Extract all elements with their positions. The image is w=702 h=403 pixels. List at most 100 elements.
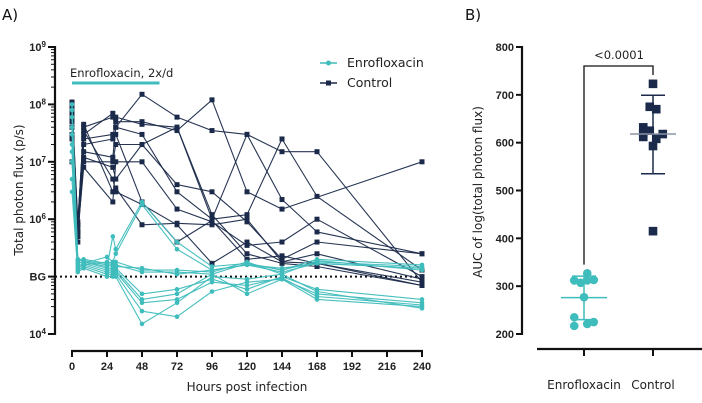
data-point-enrofloxacin <box>69 176 75 182</box>
data-point-control <box>174 182 180 188</box>
data-point-enrofloxacin <box>113 251 119 257</box>
data-point-control <box>75 239 81 245</box>
data-point-enrofloxacin <box>113 274 119 279</box>
data-point-enrofloxacin <box>139 269 145 275</box>
data-point-control <box>314 229 320 235</box>
x-tick-label: 240 <box>413 361 431 373</box>
data-point-control <box>279 149 285 155</box>
y-tick-label: 300 <box>496 281 514 293</box>
data-point-control <box>648 79 658 89</box>
y-tick-exponent: 7 <box>42 155 47 164</box>
data-point-control <box>314 239 320 245</box>
panel-b-x-axis: Enrofloxacin Control <box>537 347 702 392</box>
y-tick-label: 107 <box>29 155 46 169</box>
x-tick-label: 24 <box>101 361 114 373</box>
data-point-control <box>419 251 425 257</box>
y-tick-label: 500 <box>496 186 514 198</box>
data-point-enrofloxacin <box>244 262 250 268</box>
p-value-label: <0.0001 <box>594 48 644 62</box>
data-point-control <box>209 222 215 228</box>
y-tick-label: 106 <box>29 212 46 226</box>
y-tick-exponent: 4 <box>42 327 47 336</box>
data-point-enrofloxacin <box>139 202 145 207</box>
data-point-control <box>648 141 658 151</box>
data-point-control <box>174 189 180 195</box>
data-point-control <box>174 114 180 120</box>
panel-a: A) Total photon flux (p/s) Hours post in… <box>2 6 431 394</box>
data-point-control <box>113 124 119 130</box>
data-point-control <box>113 142 119 148</box>
data-point-enrofloxacin <box>419 265 425 271</box>
data-point-control <box>279 136 285 142</box>
data-point-enrofloxacin <box>569 276 579 285</box>
legend-label-enrofloxacin: Enrofloxacin <box>347 55 424 70</box>
data-point-control <box>75 233 81 239</box>
data-point-control <box>110 159 116 165</box>
data-point-control <box>81 136 87 142</box>
data-point-enrofloxacin <box>139 297 145 302</box>
panel-b-series <box>561 79 676 331</box>
data-point-control <box>113 176 119 182</box>
data-point-control <box>139 121 145 127</box>
data-point-control <box>209 128 215 134</box>
data-point-control <box>174 124 180 130</box>
data-point-control <box>279 256 285 262</box>
y-tick-label: 109 <box>29 40 46 54</box>
data-point-control <box>209 212 215 218</box>
data-point-control <box>139 159 145 165</box>
series-line-control <box>71 161 423 278</box>
data-point-enrofloxacin <box>244 283 250 288</box>
x-tick-label: 120 <box>238 361 256 373</box>
data-point-enrofloxacin <box>174 287 180 292</box>
y-tick-label: 108 <box>29 97 46 111</box>
y-tick-label: 800 <box>496 42 514 54</box>
series-control <box>69 91 425 257</box>
data-point-control <box>110 199 116 205</box>
data-point-control <box>244 242 250 248</box>
data-point-enrofloxacin <box>69 107 75 113</box>
data-point-enrofloxacin <box>209 267 215 273</box>
data-point-enrofloxacin <box>279 271 285 277</box>
panel-b-y-axis-title: AUC of log(total photon flux) <box>471 106 485 278</box>
data-point-control <box>244 131 250 137</box>
data-point-enrofloxacin <box>69 159 75 165</box>
data-point-enrofloxacin <box>244 276 250 282</box>
y-tick-label: 200 <box>496 329 514 341</box>
panel-a-label: A) <box>2 6 18 24</box>
data-point-control <box>244 219 250 225</box>
data-point-control <box>69 99 75 105</box>
data-point-control <box>419 279 425 285</box>
panel-a-x-axis-title: Hours post infection <box>187 380 308 394</box>
data-point-control <box>110 110 116 116</box>
x-tick-label: 192 <box>343 361 361 373</box>
y-tick-label: 104 <box>29 327 46 341</box>
data-point-control <box>209 97 215 103</box>
data-point-control <box>244 239 250 245</box>
data-point-control <box>81 154 87 160</box>
y-tick-exponent: 9 <box>42 40 47 49</box>
data-point-enrofloxacin <box>139 300 145 306</box>
data-point-control <box>75 229 81 235</box>
data-point-enrofloxacin <box>314 261 320 266</box>
data-point-enrofloxacin <box>69 114 75 120</box>
x-tick-label: 96 <box>206 361 218 373</box>
data-point-enrofloxacin <box>244 291 250 297</box>
data-point-enrofloxacin <box>139 308 145 314</box>
data-point-enrofloxacin <box>314 297 320 302</box>
data-point-control <box>174 206 180 212</box>
panel-b-y-axis: 200 300 400 500 600 700 800 <box>496 42 524 341</box>
data-point-enrofloxacin <box>589 275 599 285</box>
data-point-control <box>139 91 145 97</box>
treatment-annotation: Enrofloxacin, 2x/d <box>70 66 173 85</box>
data-point-control <box>113 159 119 165</box>
data-point-control <box>139 119 145 125</box>
panel-a-x-axis: 0 24 48 72 96 120 144 168 192 216 240 <box>69 349 431 373</box>
data-point-control <box>209 217 215 223</box>
data-point-enrofloxacin <box>576 278 586 288</box>
data-point-control <box>113 189 119 195</box>
data-point-control <box>419 159 425 165</box>
x-category-label: Enrofloxacin <box>547 378 621 392</box>
data-point-enrofloxacin <box>419 262 425 268</box>
data-point-enrofloxacin <box>139 265 145 271</box>
significance-bracket: <0.0001 <box>583 48 654 265</box>
